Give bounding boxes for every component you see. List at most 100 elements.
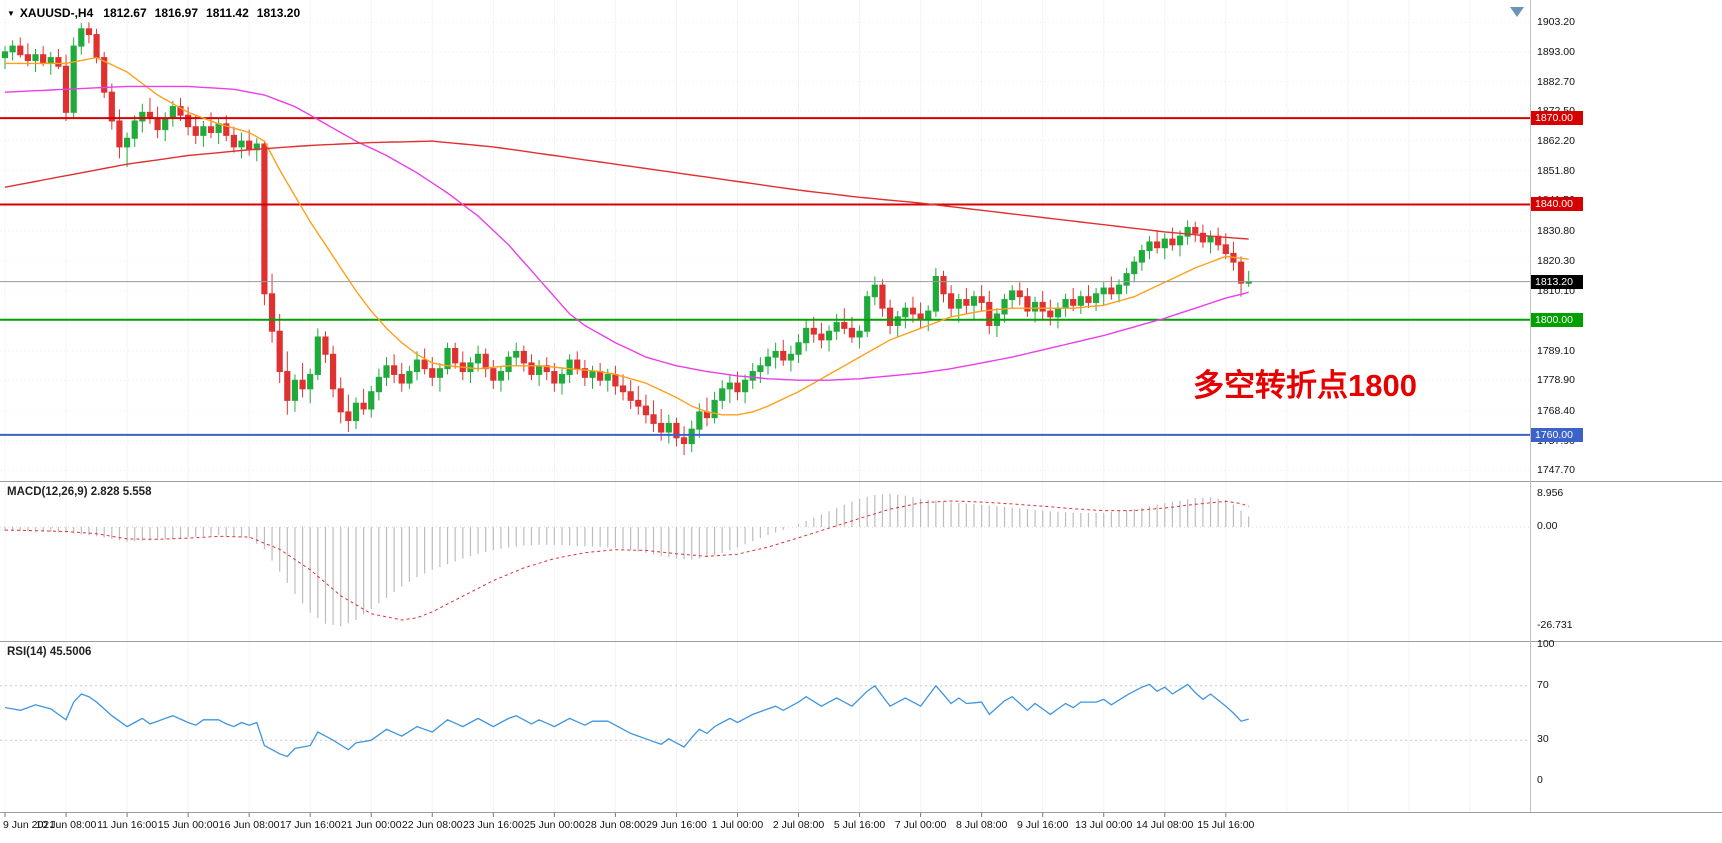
- time-label: 7 Jul 00:00: [894, 819, 947, 831]
- time-label: 17 Jun 16:00: [279, 819, 341, 831]
- candle-down: [886, 307, 894, 326]
- candle-up: [795, 342, 802, 355]
- candle-down: [986, 301, 993, 326]
- candle-up: [932, 276, 939, 312]
- price-tick: 1862.20: [1537, 134, 1575, 147]
- macd-indicator-label: MACD(12,26,9) 2.828 5.558: [7, 486, 152, 498]
- candle-down: [329, 353, 337, 390]
- candle-down: [108, 91, 115, 122]
- candle-up: [162, 117, 169, 131]
- candle-up: [902, 307, 909, 318]
- candle-down: [734, 382, 741, 393]
- candle-up: [536, 365, 543, 375]
- time-label: 23 Jun 16:00: [462, 819, 524, 831]
- candle-up: [1146, 241, 1153, 252]
- candle-down: [24, 54, 31, 61]
- macd-signal-line: [4, 500, 1249, 621]
- candle-up: [772, 350, 779, 358]
- candle-down: [299, 379, 306, 390]
- price-tick: 1903.20: [1537, 16, 1575, 29]
- candle-down: [909, 307, 917, 315]
- symbol-period-label: XAUUSD-,H4: [19, 6, 94, 20]
- candle-down: [627, 391, 634, 401]
- candle-up: [1092, 293, 1100, 303]
- candle-up: [352, 402, 360, 422]
- time-label: 5 Jul 16:00: [833, 819, 886, 831]
- candle-down: [841, 322, 848, 329]
- price-axis[interactable]: 1903.201893.001882.701872.501862.201851.…: [1530, 0, 1722, 812]
- candle-down: [452, 348, 459, 364]
- candle-down: [1108, 287, 1115, 295]
- candle-down: [1070, 299, 1077, 306]
- candle-down: [360, 402, 367, 410]
- candle-down: [93, 34, 100, 59]
- time-label: 22 Jun 08:00: [401, 819, 463, 831]
- candle-up: [749, 371, 756, 381]
- candle-up: [1001, 299, 1008, 315]
- current-price-badge: 1813.20: [1531, 274, 1583, 289]
- candle-down: [810, 327, 817, 335]
- macd-scale-min: -26.731: [1537, 619, 1573, 631]
- candle-down: [116, 120, 123, 148]
- candle-up: [474, 353, 482, 364]
- candle-up: [742, 379, 749, 393]
- candle-up: [497, 371, 505, 381]
- time-label: 10 Jun 08:00: [35, 819, 97, 831]
- candle-down: [1192, 227, 1199, 234]
- candle-down: [337, 388, 344, 413]
- candle-down: [223, 123, 230, 136]
- candle-down: [177, 106, 184, 116]
- candle-down: [207, 126, 215, 133]
- candle-up: [70, 45, 77, 113]
- candle-down: [948, 293, 955, 309]
- time-label: 14 Jul 08:00: [1136, 819, 1194, 831]
- chart-shift-marker-icon[interactable]: [1510, 7, 1524, 17]
- candle-up: [1161, 238, 1168, 249]
- candle-down: [192, 126, 199, 136]
- candle-down: [581, 368, 588, 378]
- time-label: 13 Jul 00:00: [1075, 819, 1133, 831]
- price-tick: 1768.40: [1537, 404, 1575, 417]
- candle-up: [505, 356, 512, 373]
- time-label: 15 Jul 16:00: [1197, 819, 1255, 831]
- candle-up: [513, 350, 520, 358]
- one-click-trading-arrow-icon[interactable]: ▼: [7, 8, 15, 18]
- candle-up: [925, 310, 932, 321]
- time-label: 1 Jul 00:00: [711, 819, 764, 831]
- candle-up: [413, 359, 421, 373]
- time-label: 29 Jun 16:00: [646, 819, 707, 831]
- candle-down: [268, 293, 276, 332]
- candle-down: [963, 299, 970, 306]
- time-label: 11 Jun 16:00: [97, 819, 158, 831]
- candle-up: [871, 284, 878, 298]
- candle-up: [1138, 250, 1145, 263]
- candle-down: [1047, 310, 1054, 318]
- candle-down: [673, 422, 680, 439]
- candle-up: [1031, 301, 1039, 312]
- time-label: 9 Jul 16:00: [1016, 819, 1069, 831]
- candle-up: [970, 296, 978, 306]
- price-level-badge-1760: 1760.00: [1531, 427, 1583, 442]
- candle-up: [139, 111, 146, 122]
- candle-down: [658, 422, 665, 433]
- time-label: 9 Jun 2021: [3, 819, 55, 831]
- candle-down: [612, 373, 619, 387]
- candle-down: [421, 359, 428, 370]
- rsi-scale-100: 100: [1537, 638, 1555, 650]
- candle-up: [1100, 287, 1107, 295]
- candle-up: [131, 120, 138, 139]
- ohlc-low: 1811.42: [206, 6, 249, 20]
- candle-up: [696, 411, 703, 430]
- candle-up: [604, 373, 611, 381]
- candle-up: [9, 45, 16, 53]
- rsi-scale-0: 0: [1537, 774, 1543, 786]
- candle-up: [787, 353, 794, 361]
- time-axis[interactable]: 9 Jun 2021 10 Jun 08:00 11 Jun 16:00 15 Jun…: [0, 812, 1722, 843]
- candle-up: [1115, 284, 1123, 295]
- ohlc-open: 1812.67: [103, 6, 147, 20]
- candle-up: [757, 365, 764, 373]
- candle-down: [101, 57, 108, 93]
- candle-down: [619, 385, 627, 393]
- candle-down: [1222, 244, 1229, 254]
